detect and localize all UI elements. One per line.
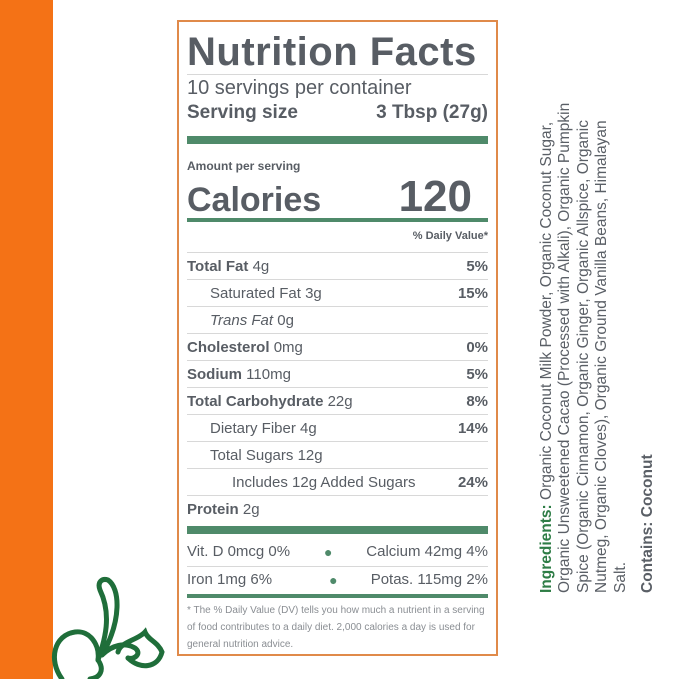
serving-size-value: 3 Tbsp (27g) <box>376 102 488 123</box>
nutrient-row: Saturated Fat 3g 15% <box>187 279 488 306</box>
nutrient-name: Total Fat <box>187 257 249 275</box>
nutrient-row: Sodium 110mg 5% <box>187 360 488 387</box>
nutrient-name: Sodium <box>187 365 242 383</box>
nutrient-name: Cholesterol <box>187 338 270 356</box>
nutrient-row: Total Carbohydrate 22g 8% <box>187 387 488 414</box>
nutrient-amount: 0mg <box>273 338 303 356</box>
nutrient-amount: 110mg <box>246 365 291 383</box>
nutrient-amount: 2g <box>242 500 260 518</box>
vitamin-left: Vit. D 0mcg 0% <box>187 543 291 560</box>
daily-value-header: % Daily Value* <box>412 230 488 242</box>
nutrient-row: Cholesterol 0mg 0% <box>187 333 488 360</box>
serving-size: Serving size 3 Tbsp (27g) <box>187 101 488 125</box>
nutrient-amount: 22g <box>327 392 353 410</box>
bullet-dot-icon: ● <box>329 571 338 588</box>
nutrient-name: Dietary Fiber <box>210 419 296 437</box>
vitamin-left: Iron 1mg 6% <box>187 571 273 588</box>
nutrient-name: Total Sugars <box>210 446 294 464</box>
vitamin-right: Potas. 115mg 2% <box>370 571 488 588</box>
calories-row: Calories 120 <box>187 172 488 222</box>
nutrient-row: Includes 12g Added Sugars 24% <box>187 468 488 495</box>
nutrient-name: Saturated Fat <box>210 284 301 302</box>
allergen-statement: Contains: Coconut <box>639 454 657 593</box>
vitamin-row: Iron 1mg 6% ● Potas. 115mg 2% <box>187 566 488 593</box>
nutrient-amount: 3g <box>305 284 322 302</box>
ingredients-text: Ingredients: Organic Coconut Milk Powder… <box>538 88 630 593</box>
calories-value: 120 <box>398 172 472 221</box>
nutrient-dv: 14% <box>457 419 488 437</box>
serving-size-label: Serving size <box>187 102 298 123</box>
nutrient-row: Total Fat 4g 5% <box>187 252 488 279</box>
medium-divider <box>187 218 488 222</box>
amount-per-serving: Amount per serving <box>187 159 301 173</box>
thick-divider <box>187 136 488 144</box>
orange-side-strip <box>0 0 53 679</box>
nutrient-amount: 12g <box>297 446 323 464</box>
vitamin-row: Vit. D 0mcg 0% ● Calcium 42mg 4% <box>187 538 488 565</box>
nutrient-row: Protein 2g <box>187 495 488 522</box>
nutrient-dv: 15% <box>457 284 488 302</box>
thick-divider <box>187 526 488 534</box>
nutrient-amount: 0g <box>277 311 294 329</box>
nutrient-dv: 5% <box>466 365 488 383</box>
label-title: Nutrition Facts <box>187 30 477 74</box>
calories-label: Calories <box>187 181 322 219</box>
vitamin-right: Calcium 42mg 4% <box>366 543 488 560</box>
bullet-dot-icon: ● <box>323 543 333 560</box>
nutrition-facts-label: Nutrition Facts 10 servings per containe… <box>177 20 498 656</box>
nutrient-name: Total Carbohydrate <box>187 392 324 410</box>
ingredients-panel: Ingredients: Organic Coconut Milk Powder… <box>538 88 657 593</box>
divider <box>187 74 488 75</box>
ingredients-heading: Ingredients: <box>538 504 555 593</box>
footnote: * The % Daily Value (DV) tells you how m… <box>187 605 485 650</box>
nutrient-name: Protein <box>187 500 239 518</box>
nutrient-name: Trans Fat <box>210 311 274 329</box>
nutrient-dv: 0% <box>466 338 488 356</box>
nutrient-dv: 5% <box>466 257 488 275</box>
nutrient-dv: 24% <box>457 473 488 491</box>
divider <box>187 566 488 567</box>
medium-divider <box>187 594 488 598</box>
nutrient-dv: 8% <box>466 392 488 410</box>
nutrient-row: Dietary Fiber 4g 14% <box>187 414 488 441</box>
nutrient-amount: 4g <box>252 257 270 275</box>
nutrient-row: Trans Fat 0g <box>187 306 488 333</box>
servings-per-container: 10 servings per container <box>187 77 412 99</box>
pumpkin-logo-icon <box>51 577 165 679</box>
nutrient-row: Total Sugars 12g <box>187 441 488 468</box>
nutrient-amount: 4g <box>300 419 317 437</box>
nutrient-name: Includes 12g Added Sugars <box>232 473 416 491</box>
